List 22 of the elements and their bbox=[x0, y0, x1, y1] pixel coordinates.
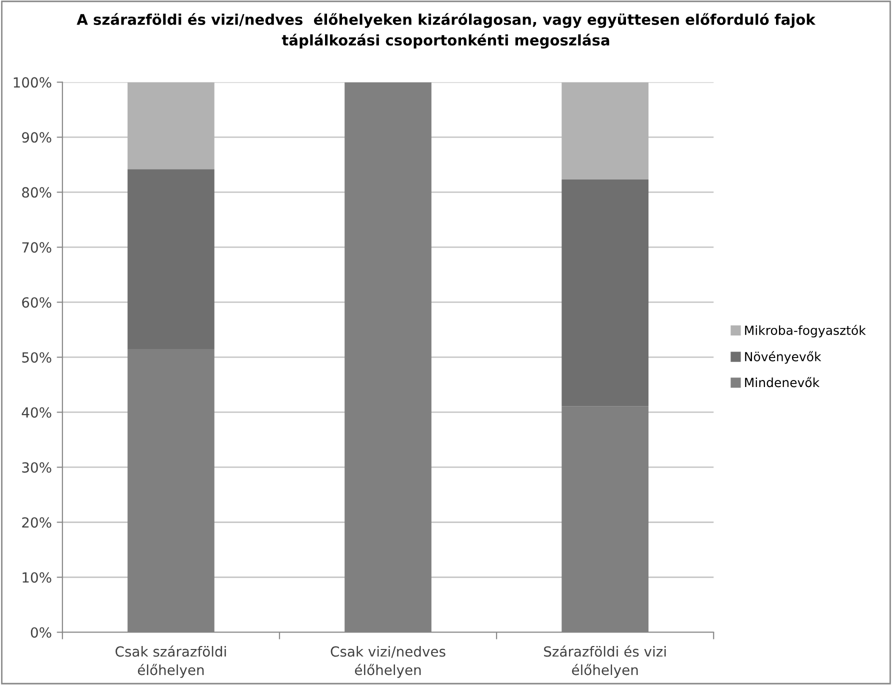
legend-label: Növényevők bbox=[745, 351, 822, 364]
y-tick-label: 100% bbox=[14, 77, 52, 88]
bar bbox=[128, 169, 214, 349]
y-tick-label: 20% bbox=[22, 517, 52, 528]
y-tick-label: 50% bbox=[22, 352, 52, 363]
x-tick-label: Szárazföldi és vizi élőhelyen bbox=[544, 645, 666, 678]
y-tick-label: 10% bbox=[22, 572, 52, 583]
bar bbox=[562, 180, 648, 406]
x-tick-label: Csak szárazföldi élőhelyen bbox=[116, 645, 226, 678]
y-tick-label: 40% bbox=[22, 407, 52, 418]
y-tick-label: 70% bbox=[22, 242, 52, 253]
y-tick-label: 30% bbox=[22, 462, 52, 473]
chart-title: A szárazföldi és vizi/nedves élőhelyeken kizárólagosan, vagy együttesen előforduló fajok táplálkozási csoportonkénti megoszlása bbox=[76, 13, 816, 49]
bar bbox=[128, 82, 214, 170]
legend-label: Mikroba-fogyasztók bbox=[745, 324, 866, 338]
legend-label: Mindenevők bbox=[745, 377, 820, 388]
y-tick-label: 0% bbox=[30, 627, 52, 638]
bar bbox=[562, 82, 648, 180]
y-tick-label: 80% bbox=[22, 187, 52, 198]
y-tick-label: 60% bbox=[22, 297, 52, 308]
x-tick-label: Csak vizi/nedves élőhelyen bbox=[330, 646, 446, 678]
y-tick-label: 90% bbox=[22, 132, 52, 143]
